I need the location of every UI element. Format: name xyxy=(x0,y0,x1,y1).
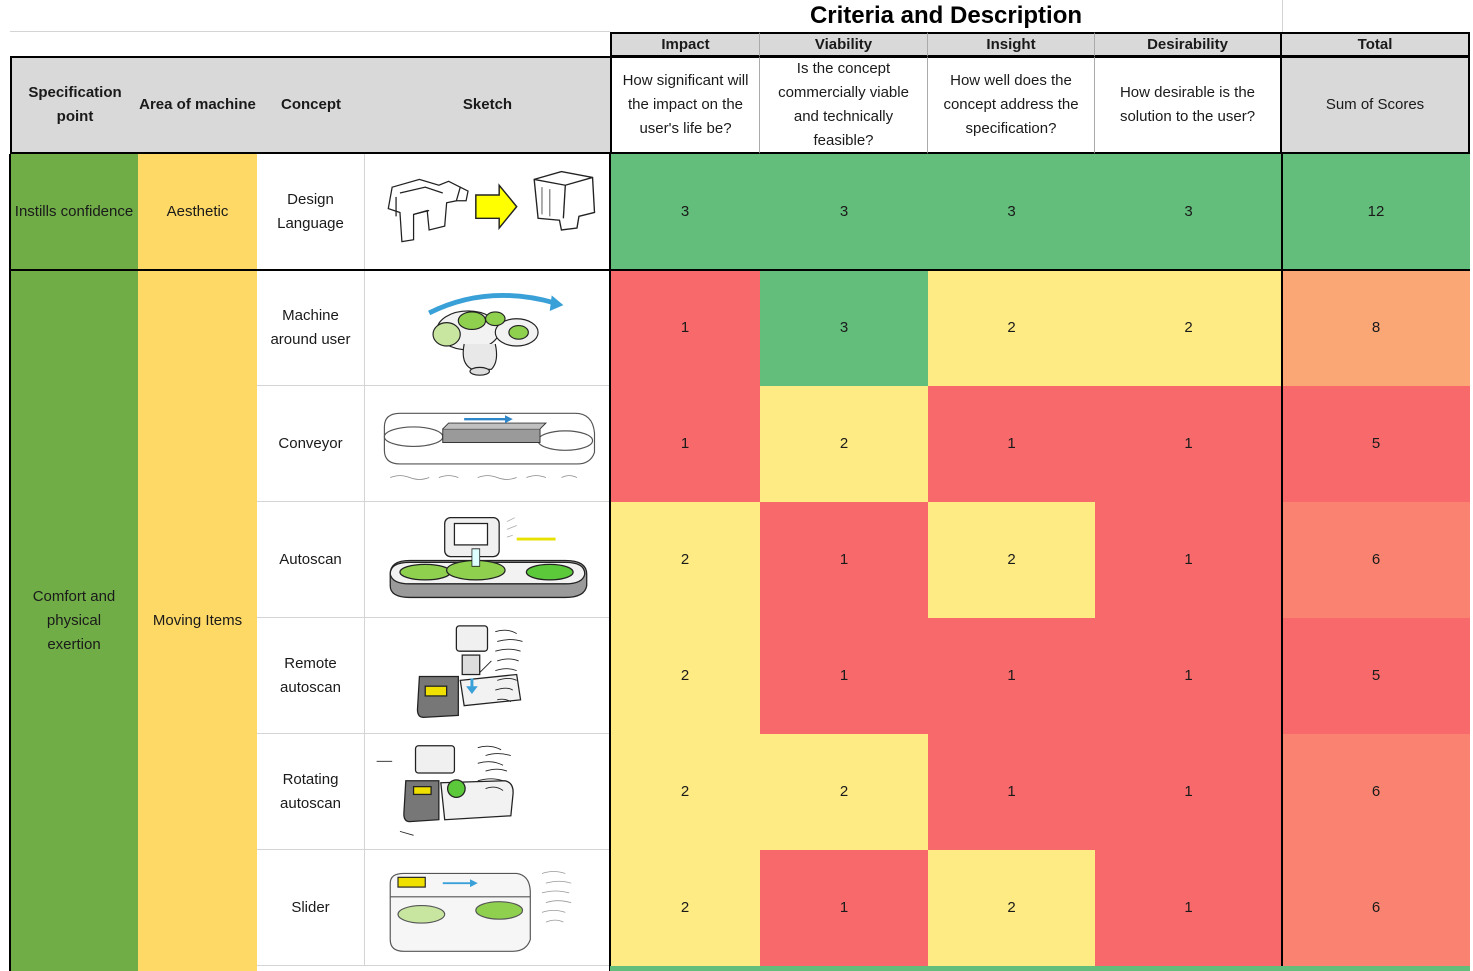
autoscan-sketch xyxy=(365,502,610,618)
concept-cell: Rotating autoscan xyxy=(257,734,365,850)
concept-cell: Remote autoscan xyxy=(257,618,365,734)
score-cell-insight: 2 xyxy=(928,502,1095,618)
column-header-concept: Concept xyxy=(257,58,365,152)
machine-around-user-sketch xyxy=(365,270,610,386)
total-cell: 5 xyxy=(1282,618,1470,734)
score-cell-insight: 1 xyxy=(928,386,1095,502)
criteria-header-total: Total xyxy=(1282,32,1470,57)
total-cell: 5 xyxy=(1282,386,1470,502)
criteria-header-insight: Insight xyxy=(928,32,1095,57)
table-title: Criteria and Description xyxy=(809,2,1083,29)
slider-sketch xyxy=(365,850,610,966)
score-cell-desirability: 1 xyxy=(1095,734,1282,850)
column-header-spec: Specification point xyxy=(12,58,138,152)
conveyor-sketch xyxy=(365,386,610,502)
area-cell-moving-items: Moving Items xyxy=(138,270,257,971)
total-cell: 6 xyxy=(1282,734,1470,850)
score-cell-viability: 1 xyxy=(760,850,928,966)
score-cell-desirability: 2 xyxy=(1095,270,1282,386)
criteria-desc-impact: How significant will the impact on the u… xyxy=(610,56,760,154)
score-cell-viability: 2 xyxy=(760,734,928,850)
score-cell-impact: 2 xyxy=(610,734,760,850)
total-cell: 12 xyxy=(1282,154,1470,270)
concept-cell: Machine around user xyxy=(257,270,365,386)
criteria-header-impact: Impact xyxy=(610,32,760,57)
score-cell-insight: 3 xyxy=(928,154,1095,270)
score-cell-impact: 1 xyxy=(610,270,760,386)
score-cell-viability: 2 xyxy=(760,386,928,502)
design-language-sketch xyxy=(365,154,610,270)
rotating-autoscan-sketch xyxy=(365,734,610,850)
column-header-area: Area of machine xyxy=(138,58,257,152)
score-cell-insight: 2 xyxy=(928,850,1095,966)
concept-cell: Design Language xyxy=(257,154,365,270)
total-cell: 6 xyxy=(1282,850,1470,966)
score-cell-viability: 1 xyxy=(760,502,928,618)
criteria-desc-total: Sum of Scores xyxy=(1282,56,1470,154)
spec-cell-instills-confidence: Instills confidence xyxy=(10,154,138,270)
concept-cell: Conveyor xyxy=(257,386,365,502)
area-cell-aesthetic: Aesthetic xyxy=(138,154,257,270)
score-cell-impact: 2 xyxy=(610,618,760,734)
total-cell: 8 xyxy=(1282,270,1470,386)
score-cell-desirability: 1 xyxy=(1095,386,1282,502)
score-cell-desirability: 1 xyxy=(1095,850,1282,966)
criteria-header-desirability: Desirability xyxy=(1095,32,1282,57)
score-cell-impact: 2 xyxy=(610,502,760,618)
score-cell-insight: 2 xyxy=(928,270,1095,386)
column-header-sketch: Sketch xyxy=(365,58,610,152)
criteria-desc-viability: Is the concept commercially viable and t… xyxy=(760,56,928,154)
score-cell-impact: 1 xyxy=(610,386,760,502)
score-cell-desirability: 1 xyxy=(1095,502,1282,618)
score-cell-viability: 3 xyxy=(760,154,928,270)
score-cell-desirability: 3 xyxy=(1095,154,1282,270)
concept-cell: Autoscan xyxy=(257,502,365,618)
score-cell-insight: 1 xyxy=(928,618,1095,734)
total-cell: 6 xyxy=(1282,502,1470,618)
remote-autoscan-sketch xyxy=(365,618,610,734)
score-cell-insight: 1 xyxy=(928,734,1095,850)
criteria-desc-desirability: How desirable is the solution to the use… xyxy=(1095,56,1282,154)
criteria-desc-insight: How well does the concept address the sp… xyxy=(928,56,1095,154)
criteria-header-viability: Viability xyxy=(760,32,928,57)
spec-cell-comfort: Comfort and physical exertion xyxy=(10,270,138,971)
score-cell-viability: 1 xyxy=(760,618,928,734)
concept-cell: Slider xyxy=(257,850,365,966)
score-cell-impact: 3 xyxy=(610,154,760,270)
score-cell-desirability: 1 xyxy=(1095,618,1282,734)
score-cell-viability: 3 xyxy=(760,270,928,386)
score-cell-impact: 2 xyxy=(610,850,760,966)
